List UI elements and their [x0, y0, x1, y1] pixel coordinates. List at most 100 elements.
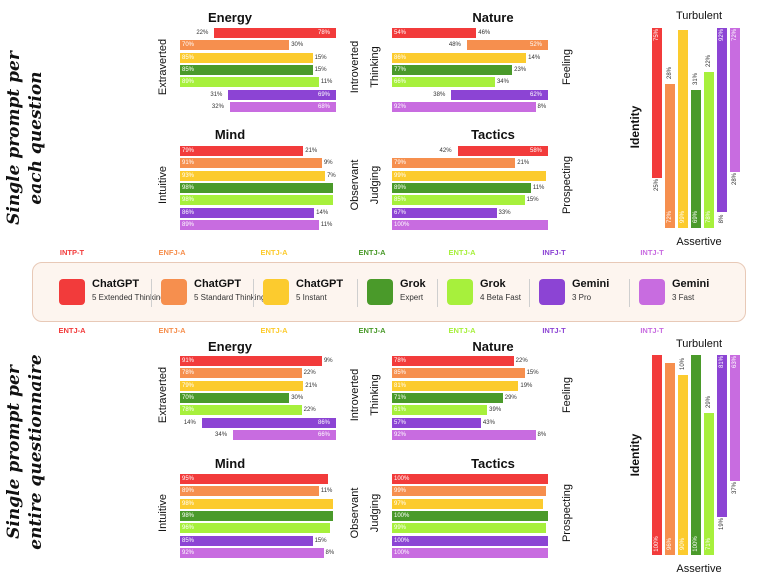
- p1-label-left-3: 77%: [394, 66, 407, 73]
- p0-bar-left-1: [180, 40, 290, 51]
- p0-left-label: Extraverted: [157, 38, 169, 96]
- p1-bar-right-5: [451, 89, 548, 100]
- legend-name-4: Grok: [480, 278, 506, 290]
- p6-bar-left-2: [392, 380, 519, 391]
- p5-label-right-0: 9%: [323, 358, 333, 364]
- p0-label-left-2: 85%: [182, 54, 195, 61]
- legend-swatch-0: [59, 279, 85, 305]
- legend-name-3: Grok: [400, 278, 426, 290]
- p3-right-label: Prospecting: [561, 155, 573, 215]
- mbti-bottom-1: ENTJ-A: [158, 326, 186, 335]
- p6-label-left-1: 85%: [394, 370, 407, 377]
- p7-label-left-5: 85%: [182, 537, 195, 544]
- p2-bar-left-2: [180, 170, 326, 181]
- p8-bar-left-5: [392, 535, 548, 546]
- p4-label-turbulent-3: 31%: [693, 73, 699, 86]
- p2-label-right-0: 21%: [305, 148, 318, 154]
- p7-label-left-3: 98%: [182, 512, 195, 519]
- p8-label-left-2: 97%: [394, 500, 407, 507]
- p1-label-left-1: 48%: [448, 42, 461, 49]
- p5-label-right-5: 86%: [318, 419, 331, 426]
- p5-label-right-1: 22%: [303, 370, 316, 377]
- p9-top-label: Turbulent: [675, 338, 723, 350]
- legend-swatch-5: [539, 279, 565, 305]
- p7-bar-right-4: [330, 523, 336, 533]
- p9-label-assertive-6: 37%: [732, 482, 738, 495]
- p1-label-left-5: 38%: [433, 91, 446, 98]
- p1-label-right-2: 14%: [528, 54, 541, 61]
- row-title-bottom: Single prompt per entire questionnaire: [4, 354, 46, 550]
- p2-label-left-4: 98%: [182, 197, 195, 204]
- p8-bar-right-1: [546, 486, 548, 496]
- p1-title: Nature: [472, 10, 514, 25]
- p2-left-label: Intuitive: [157, 166, 169, 204]
- p9-bar-turbulent-1: [665, 355, 675, 363]
- p5-bar-left-2: [180, 380, 304, 391]
- legend-name-5: Gemini: [572, 278, 610, 290]
- p7-bar-left-2: [180, 498, 333, 509]
- p6-label-left-5: 57%: [394, 419, 407, 426]
- p0-right-label: Introverted: [349, 40, 361, 94]
- p3-label-left-5: 67%: [394, 209, 407, 216]
- p8-label-left-4: 99%: [394, 525, 407, 532]
- p8-right-label: Prospecting: [561, 483, 573, 543]
- legend-name-6: Gemini: [672, 278, 710, 290]
- p5-title: Energy: [207, 339, 253, 354]
- p7-bar-left-5: [180, 535, 313, 546]
- p7-label-left-1: 89%: [182, 488, 195, 495]
- legend-divider-5: [529, 279, 530, 307]
- p4-bottom-label: Assertive: [676, 236, 722, 248]
- p0-bar-right-0: [214, 28, 336, 38]
- p9-label-assertive-0: 100%: [654, 536, 660, 552]
- p0-label-right-3: 15%: [314, 66, 327, 73]
- p2-label-left-3: 98%: [182, 184, 195, 191]
- p6-label-right-1: 15%: [526, 370, 539, 377]
- p7-label-left-4: 96%: [182, 525, 195, 532]
- p5-bar-left-3: [180, 392, 290, 403]
- p2-label-left-0: 79%: [182, 148, 195, 154]
- p1-bar-right-1: [466, 40, 548, 51]
- p2-label-left-2: 93%: [182, 172, 195, 179]
- p4-label-turbulent-4: 22%: [706, 55, 712, 68]
- p4-label-turbulent-6: 72%: [732, 29, 738, 42]
- p6-bar-left-6: [392, 429, 536, 440]
- p9-label-turbulent-4: 29%: [706, 396, 712, 409]
- p5-label-right-4: 22%: [303, 407, 316, 414]
- mbti-top-1: ENFJ-A: [158, 248, 186, 257]
- legend-swatch-4: [447, 279, 473, 305]
- legend-sub-3: Expert: [400, 293, 424, 302]
- row-title-top: Single prompt per each question: [4, 51, 46, 225]
- p6-bar-left-4: [392, 405, 488, 416]
- p6-label-right-3: 29%: [504, 394, 517, 401]
- p5-label-left-4: 78%: [182, 407, 195, 414]
- p2-bar-left-6: [180, 219, 319, 230]
- p4-bar-turbulent-0: [652, 28, 662, 178]
- p5-label-left-3: 70%: [182, 394, 195, 401]
- p9-bar-assertive-1: [665, 363, 675, 555]
- p8-bar-right-4: [546, 523, 548, 533]
- mbti-top-3: ENTJ-A: [358, 248, 386, 257]
- p0-label-left-6: 32%: [211, 103, 224, 110]
- p4-title: Identity: [628, 105, 642, 149]
- p4-label-assertive-3: 69%: [693, 211, 699, 224]
- p8-left-label: Judging: [369, 493, 381, 533]
- legend-swatch-3: [367, 279, 393, 305]
- mbti-bottom-6: INTJ-T: [640, 326, 664, 335]
- p9-label-assertive-4: 71%: [706, 538, 712, 551]
- p3-label-left-6: 100%: [394, 221, 410, 228]
- mbti-bottom-2: ENTJ-A: [260, 326, 288, 335]
- p0-label-left-5: 31%: [210, 91, 223, 98]
- p0-bar-right-6: [229, 101, 336, 112]
- p2-label-left-1: 91%: [182, 160, 195, 167]
- p6-label-left-0: 78%: [394, 358, 407, 364]
- p3-title: Tactics: [471, 127, 515, 142]
- p3-bar-left-1: [392, 158, 516, 169]
- p7-label-right-5: 15%: [314, 537, 327, 544]
- p5-label-left-5: 14%: [183, 419, 196, 426]
- p7-label-right-1: 11%: [320, 488, 333, 495]
- mbti-top-6: INTJ-T: [640, 248, 664, 257]
- p6-right-label: Feeling: [561, 376, 573, 414]
- p3-label-left-1: 79%: [394, 160, 407, 167]
- p2-right-label: Observant: [349, 159, 361, 211]
